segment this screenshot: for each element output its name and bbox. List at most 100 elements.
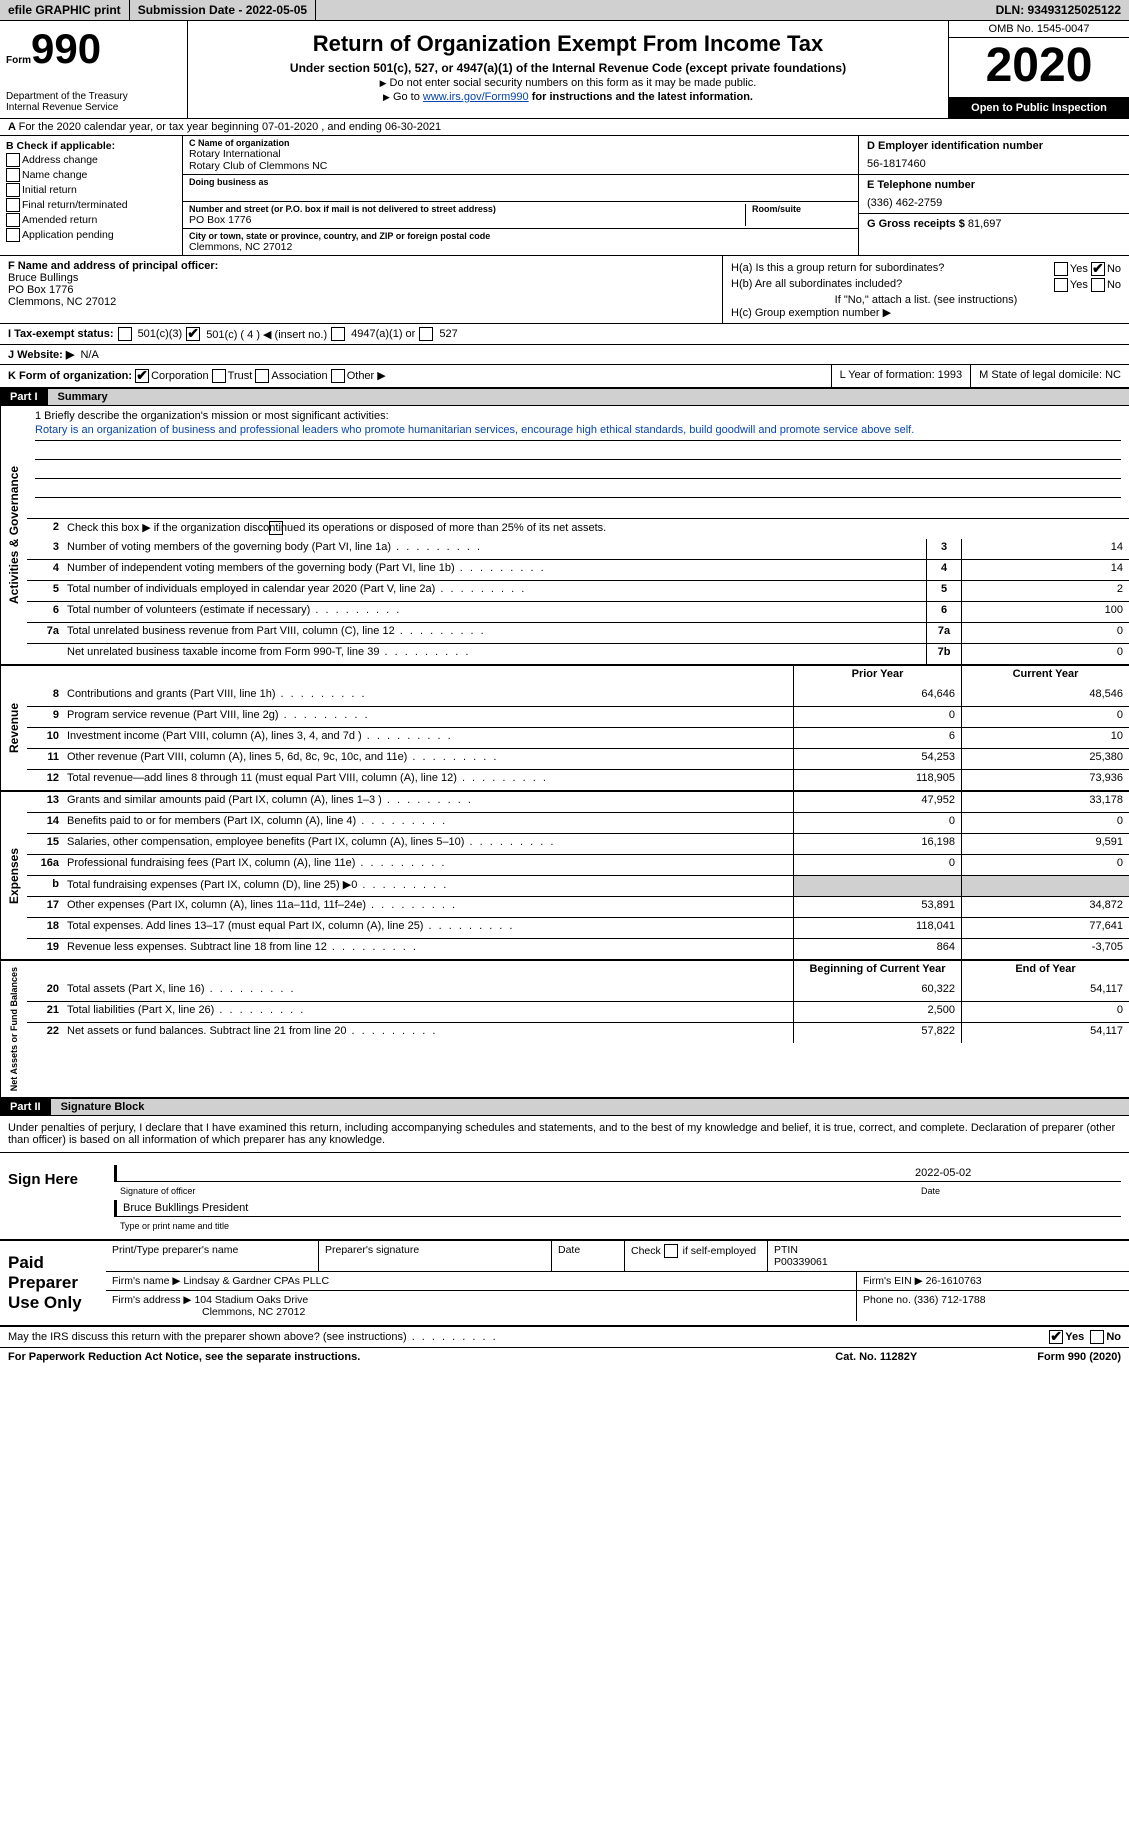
table-row: 18Total expenses. Add lines 13–17 (must … — [27, 917, 1129, 938]
net-assets-section: Net Assets or Fund Balances Beginning of… — [0, 961, 1129, 1099]
filing-block: B Check if applicable: Address change Na… — [0, 136, 1129, 256]
cb-initial-return[interactable]: Initial return — [6, 183, 176, 197]
table-row: 10Investment income (Part VIII, column (… — [27, 727, 1129, 748]
cb-self-employed[interactable] — [664, 1244, 678, 1258]
irs-discuss-row: May the IRS discuss this return with the… — [0, 1327, 1129, 1348]
officer-name: Bruce Bullings — [8, 272, 78, 284]
cb-amended[interactable]: Amended return — [6, 213, 176, 227]
cb-ha-yes[interactable] — [1054, 262, 1068, 276]
table-row: 17Other expenses (Part IX, column (A), l… — [27, 896, 1129, 917]
dba-label: Doing business as — [189, 177, 852, 187]
table-row: 22Net assets or fund balances. Subtract … — [27, 1022, 1129, 1043]
cb-discontinued[interactable] — [269, 521, 283, 535]
row-j-website: J Website: ▶ N/A — [0, 345, 1129, 365]
table-row: 8Contributions and grants (Part VIII, li… — [27, 686, 1129, 706]
col-f-officer: F Name and address of principal officer:… — [0, 256, 723, 323]
table-row: 11Other revenue (Part VIII, column (A), … — [27, 748, 1129, 769]
cb-hb-yes[interactable] — [1054, 278, 1068, 292]
table-row: Net unrelated business taxable income fr… — [27, 643, 1129, 664]
cb-corporation[interactable] — [135, 369, 149, 383]
sign-here-block: Sign Here 2022-05-02 Signature of office… — [0, 1153, 1129, 1241]
ptin-value: P00339061 — [774, 1256, 828, 1268]
org-name-1: Rotary International — [189, 148, 852, 160]
firm-name: Lindsay & Gardner CPAs PLLC — [183, 1275, 329, 1287]
col-c-org-info: C Name of organization Rotary Internatio… — [183, 136, 858, 255]
form-990: 990 — [31, 25, 101, 72]
gross-receipts: 81,697 — [968, 218, 1002, 230]
org-city: Clemmons, NC 27012 — [189, 241, 852, 253]
cb-hb-no[interactable] — [1091, 278, 1105, 292]
table-row: 7aTotal unrelated business revenue from … — [27, 622, 1129, 643]
link-note: Go to www.irs.gov/Form990 for instructio… — [194, 91, 942, 103]
public-inspection: Open to Public Inspection — [949, 98, 1129, 118]
table-row: 14Benefits paid to or for members (Part … — [27, 812, 1129, 833]
submission-date: Submission Date - 2022-05-05 — [130, 0, 316, 20]
side-label-expenses: Expenses — [0, 792, 27, 959]
cat-no: Cat. No. 11282Y — [835, 1351, 917, 1363]
row-a-tax-year: A For the 2020 calendar year, or tax yea… — [0, 119, 1129, 136]
efile-label[interactable]: efile GRAPHIC print — [0, 0, 130, 20]
telephone: (336) 462-2759 — [867, 197, 1121, 209]
cb-name-change[interactable]: Name change — [6, 168, 176, 182]
omb-number: OMB No. 1545-0047 — [949, 21, 1129, 38]
cb-ha-no[interactable] — [1091, 262, 1105, 276]
ein-value: 56-1817460 — [867, 158, 1121, 170]
form-number-block: Form990 — [6, 25, 181, 73]
year-formation: L Year of formation: 1993 — [832, 365, 972, 387]
table-row: 13Grants and similar amounts paid (Part … — [27, 792, 1129, 812]
table-row: 4Number of independent voting members of… — [27, 559, 1129, 580]
cb-discuss-yes[interactable] — [1049, 1330, 1063, 1344]
cb-501c3[interactable] — [118, 327, 132, 341]
revenue-section: Revenue Prior Year Current Year 8Contrib… — [0, 666, 1129, 792]
side-label-governance: Activities & Governance — [0, 406, 27, 664]
line-2: Check this box ▶ if the organization dis… — [63, 519, 1129, 539]
declaration-text: Under penalties of perjury, I declare th… — [0, 1116, 1129, 1153]
form-label: Form — [6, 55, 31, 66]
room-suite-label: Room/suite — [752, 204, 852, 214]
cb-association[interactable] — [255, 369, 269, 383]
form-footer: Form 990 (2020) — [1037, 1351, 1121, 1363]
cb-discuss-no[interactable] — [1090, 1330, 1104, 1344]
sign-date: 2022-05-02 — [915, 1167, 1115, 1179]
expenses-section: Expenses 13Grants and similar amounts pa… — [0, 792, 1129, 961]
part-i-header: Part I Summary — [0, 389, 1129, 406]
officer-addr: PO Box 1776 — [8, 284, 73, 296]
cb-trust[interactable] — [212, 369, 226, 383]
firm-phone: (336) 712-1788 — [914, 1294, 986, 1306]
current-year-hdr: Current Year — [961, 666, 1129, 686]
table-row: 9Program service revenue (Part VIII, lin… — [27, 706, 1129, 727]
cb-final-return[interactable]: Final return/terminated — [6, 198, 176, 212]
hc-group-exemption: H(c) Group exemption number ▶ — [731, 306, 1121, 319]
department-label: Department of the Treasury Internal Reve… — [6, 91, 181, 113]
table-row: 6Total number of volunteers (estimate if… — [27, 601, 1129, 622]
cb-application-pending[interactable]: Application pending — [6, 228, 176, 242]
org-name-2: Rotary Club of Clemmons NC — [189, 160, 852, 172]
firm-addr2: Clemmons, NC 27012 — [202, 1306, 305, 1318]
form-title: Return of Organization Exempt From Incom… — [194, 31, 942, 57]
cb-501c[interactable] — [186, 327, 200, 341]
org-address: PO Box 1776 — [189, 214, 739, 226]
cb-address-change[interactable]: Address change — [6, 153, 176, 167]
mission-block: 1 Briefly describe the organization's mi… — [27, 406, 1129, 518]
dln: DLN: 93493125025122 — [988, 0, 1129, 20]
table-row: 3Number of voting members of the governi… — [27, 539, 1129, 559]
governance-section: Activities & Governance 1 Briefly descri… — [0, 406, 1129, 666]
form-subtitle: Under section 501(c), 527, or 4947(a)(1)… — [194, 61, 942, 75]
table-row: 12Total revenue—add lines 8 through 11 (… — [27, 769, 1129, 790]
end-year-hdr: End of Year — [961, 961, 1129, 981]
cb-527[interactable] — [419, 327, 433, 341]
irs-link[interactable]: www.irs.gov/Form990 — [423, 91, 529, 103]
hb-note: If "No," attach a list. (see instruction… — [731, 294, 1121, 306]
row-klm: K Form of organization: Corporation Trus… — [0, 365, 1129, 389]
paid-preparer-block: Paid Preparer Use Only Print/Type prepar… — [0, 1241, 1129, 1327]
cb-4947[interactable] — [331, 327, 345, 341]
cb-other[interactable] — [331, 369, 345, 383]
fgh-block: F Name and address of principal officer:… — [0, 256, 1129, 324]
table-row: 21Total liabilities (Part X, line 26)2,5… — [27, 1001, 1129, 1022]
side-label-net: Net Assets or Fund Balances — [0, 961, 27, 1097]
officer-city: Clemmons, NC 27012 — [8, 296, 116, 308]
row-i-tax-status: I Tax-exempt status: 501(c)(3) 501(c) ( … — [0, 324, 1129, 345]
side-label-revenue: Revenue — [0, 666, 27, 790]
pra-notice: For Paperwork Reduction Act Notice, see … — [8, 1351, 360, 1363]
footer-row: For Paperwork Reduction Act Notice, see … — [0, 1348, 1129, 1366]
